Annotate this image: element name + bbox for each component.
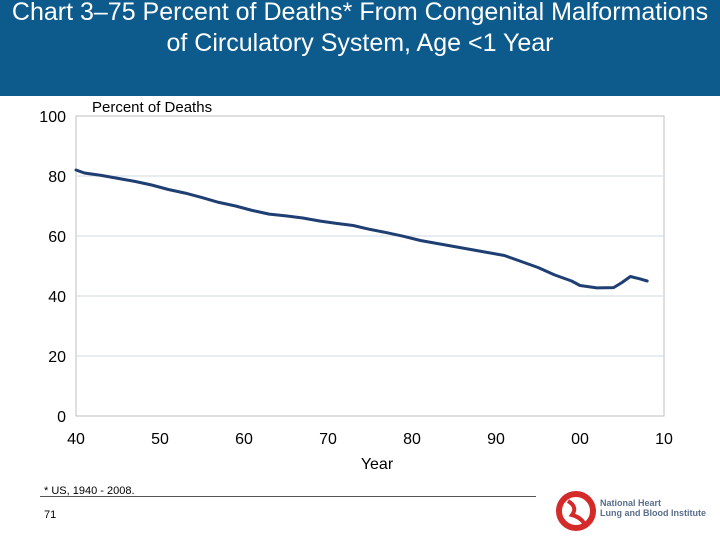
x-tick-label: 00: [571, 431, 589, 448]
nhlbi-logo-icon: [556, 491, 596, 531]
y-tick-labels: 0 20 40 60 80 100: [39, 109, 66, 426]
y-axis-label: Percent of Deaths: [92, 99, 212, 116]
title-bar: Chart 3–75 Percent of Deaths* From Conge…: [0, 0, 720, 96]
y-tick-label: 0: [57, 409, 66, 426]
footnote: * US, 1940 - 2008.: [44, 485, 135, 497]
x-tick-label: 80: [403, 431, 421, 448]
x-tick-labels: 40 50 60 70 80 90 00 10: [67, 431, 673, 448]
line-chart: 0 20 40 60 80 100 40 50 60 70 80 90 00 10 Percent of…: [39, 99, 673, 473]
page-number: 71: [44, 509, 57, 521]
x-tick-label: 10: [655, 431, 673, 448]
data-series: [74, 168, 649, 290]
x-tick-label: 40: [67, 431, 85, 448]
y-tick-label: 100: [39, 109, 66, 126]
logo-text-line1: National Heart: [600, 498, 662, 508]
x-axis-label: Year: [361, 456, 394, 473]
chart-title: Chart 3–75 Percent of Deaths* From Conge…: [11, 0, 709, 57]
gridlines: [76, 175, 664, 357]
logo-text: National Heart Lung and Blood Institute: [600, 498, 706, 518]
x-tick-label: 90: [487, 431, 505, 448]
y-tick-label: 20: [48, 349, 66, 366]
y-tick-label: 40: [48, 289, 66, 306]
x-tick-label: 70: [319, 431, 337, 448]
x-tick-label: 60: [235, 431, 253, 448]
x-tick-label: 50: [151, 431, 169, 448]
logo-text-line2: Lung and Blood Institute: [600, 508, 706, 518]
y-tick-label: 80: [48, 169, 66, 186]
y-tick-label: 60: [48, 229, 66, 246]
series-line: [74, 168, 649, 290]
plot-area: [75, 115, 665, 417]
footer-divider: [40, 496, 536, 497]
